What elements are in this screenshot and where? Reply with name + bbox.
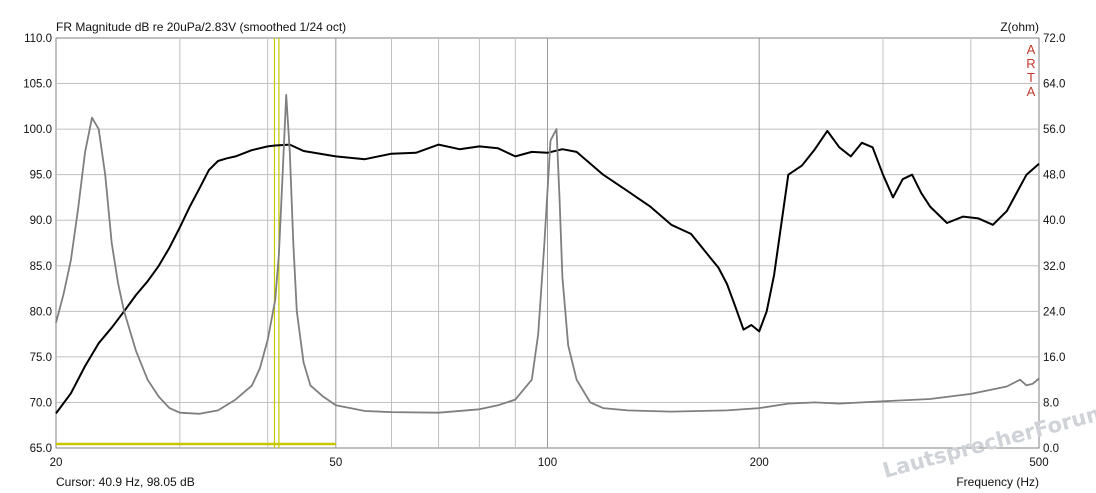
y-tick-label: 85.0 xyxy=(30,261,52,273)
y2-tick-label: 16.0 xyxy=(1043,352,1065,364)
x-tick-label: 100 xyxy=(538,457,557,469)
x-tick-label: 50 xyxy=(329,457,342,469)
x-tick-label: 20 xyxy=(50,457,63,469)
y2-tick-label: 40.0 xyxy=(1043,215,1065,227)
cursor-readout: Cursor: 40.9 Hz, 98.05 dB xyxy=(56,475,195,489)
y-tick-label: 105.0 xyxy=(23,79,52,91)
x-tick-label: 500 xyxy=(1029,457,1048,469)
series-lines xyxy=(55,94,1040,415)
y-tick-label: 65.0 xyxy=(30,443,52,455)
frequency-response-curve xyxy=(55,129,1040,414)
y2-tick-label: 48.0 xyxy=(1043,170,1065,182)
right-axis-ticks: 0.0 8.0 16.0 24.0 32.0 40.0 48.0 56.0 64.0 72.0 xyxy=(1043,33,1065,455)
y2-tick-label: 56.0 xyxy=(1043,124,1065,136)
x-tick-label: 200 xyxy=(750,457,769,469)
y2-tick-label: 8.0 xyxy=(1043,397,1059,409)
y2-tick-label: 24.0 xyxy=(1043,306,1065,318)
y-tick-label: 70.0 xyxy=(30,397,52,409)
y-tick-label: 100.0 xyxy=(23,124,52,136)
y-tick-label: 110.0 xyxy=(24,33,52,45)
arta-letter: A xyxy=(1027,42,1036,57)
y-tick-label: 75.0 xyxy=(30,352,52,364)
right-axis-label: Z(ohm) xyxy=(1000,20,1039,34)
y2-tick-label: 32.0 xyxy=(1043,261,1065,273)
arta-letter: T xyxy=(1027,70,1035,85)
arta-letter: R xyxy=(1026,56,1035,71)
y2-tick-label: 72.0 xyxy=(1043,33,1065,45)
impedance-curve xyxy=(55,94,1040,415)
y-tick-label: 90.0 xyxy=(30,215,52,227)
arta-letter: A xyxy=(1027,84,1036,99)
x-axis-ticks: 20 50 100 200 500 xyxy=(50,457,1049,469)
arta-logo: A R T A xyxy=(1026,42,1035,99)
y-tick-label: 95.0 xyxy=(30,170,52,182)
y2-tick-label: 64.0 xyxy=(1043,79,1065,91)
y-tick-label: 80.0 xyxy=(30,306,52,318)
chart-title: FR Magnitude dB re 20uPa/2.83V (smoothed… xyxy=(56,20,346,34)
x-axis-label: Frequency (Hz) xyxy=(956,475,1039,489)
left-axis-ticks: 65.0 70.0 75.0 80.0 85.0 90.0 95.0 100.0 105.0 11… xyxy=(23,33,52,455)
y2-tick-label: 0.0 xyxy=(1043,443,1059,455)
